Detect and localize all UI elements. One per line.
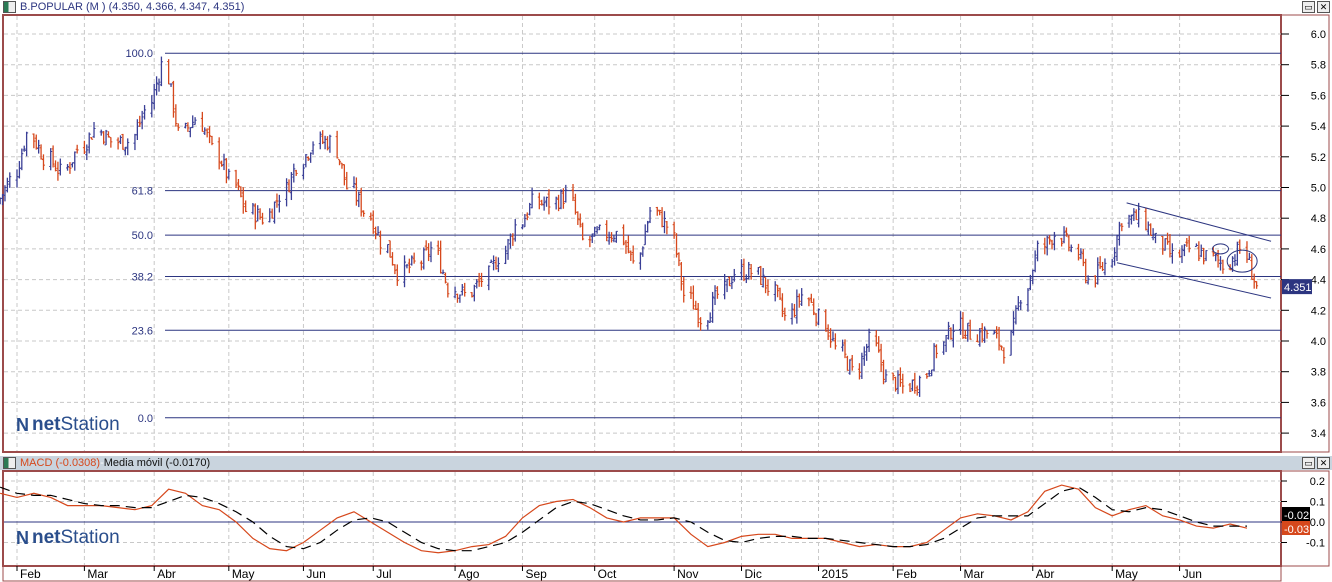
y-tick-label: -0.1: [1306, 538, 1325, 550]
x-tick-label: Feb: [20, 567, 41, 581]
trendline: [1126, 202, 1272, 242]
y-tick-label: 5.4: [1311, 121, 1326, 133]
y-tick-label: 0.0: [1310, 517, 1325, 529]
fib-level-label: 100.0: [125, 48, 153, 60]
y-tick-label: 0.1: [1310, 497, 1325, 509]
price-axis-frame: [1280, 14, 1330, 453]
y-tick-label: 6.0: [1311, 29, 1326, 41]
x-tick-label: May: [1115, 567, 1138, 581]
y-tick-label: 4.2: [1311, 305, 1326, 317]
fib-level-label: 61.8: [132, 186, 153, 198]
y-tick-label: 3.8: [1311, 367, 1326, 379]
x-tick-label: Dic: [745, 567, 762, 581]
x-tick-label: Mar: [87, 567, 108, 581]
y-tick-label: 3.6: [1311, 397, 1326, 409]
chart-window-icon: [3, 1, 16, 13]
x-tick-label: Oct: [598, 567, 617, 581]
x-tick-label: Abr: [157, 567, 176, 581]
y-tick-label: 5.8: [1311, 60, 1326, 72]
y-tick-label: 4.6: [1311, 244, 1326, 256]
time-axis-frame: [2, 565, 1282, 582]
y-tick-label: 0.2: [1310, 476, 1325, 488]
fib-level-label: 38.2: [132, 272, 153, 284]
signal-label: Media móvil (-0.0170): [103, 457, 211, 469]
trendline: [1116, 262, 1272, 299]
x-tick-label: Jun: [306, 567, 325, 581]
y-tick-label: 4.8: [1311, 213, 1326, 225]
fib-level-label: 0.0: [138, 413, 153, 425]
macd-label: MACD (-0.0308): [20, 457, 101, 469]
x-tick-label: Sep: [525, 567, 547, 581]
x-tick-label: Ago: [458, 567, 480, 581]
macd-value-badge: [1282, 521, 1310, 535]
x-tick-label: Feb: [896, 567, 917, 581]
signal-line: [0, 486, 1247, 552]
annotation-ellipse: [1226, 249, 1258, 273]
macd-value-label: -0.03: [1284, 524, 1309, 536]
last-price-badge: [1282, 279, 1312, 295]
x-tick-label: Jul: [376, 567, 391, 581]
signal-value-badge: [1282, 507, 1310, 521]
last-price-label: 4.351: [1284, 282, 1312, 294]
x-tick-label: May: [232, 567, 255, 581]
close-button[interactable]: ✕: [1317, 457, 1330, 469]
macd-titlebar: MACD (-0.0308) - Media móvil (-0.0170) ▭…: [0, 456, 1332, 470]
chart-title: B.POPULAR (M ): [20, 1, 106, 13]
signal-value-label: -0.02: [1284, 510, 1309, 522]
y-tick-label: 5.6: [1311, 90, 1326, 102]
macd-axis-frame: [1280, 470, 1330, 567]
y-tick-label: 3.4: [1311, 428, 1326, 440]
x-tick-label: Abr: [1036, 567, 1055, 581]
x-tick-label: Jun: [1183, 567, 1202, 581]
main-chart-titlebar: B.POPULAR (M ) (4.350, 4.366, 4.347, 4.3…: [0, 0, 1332, 14]
maximize-button[interactable]: ▭: [1302, 1, 1315, 13]
close-button[interactable]: ✕: [1317, 1, 1330, 13]
y-tick-label: 5.2: [1311, 152, 1326, 164]
macd-line: [0, 484, 1248, 554]
maximize-button[interactable]: ▭: [1302, 457, 1315, 469]
price-panel-frame: [2, 14, 1282, 453]
y-tick-label: 4.4: [1311, 275, 1326, 287]
y-tick-label: 4.0: [1311, 336, 1326, 348]
ohlc-readout: (4.350, 4.366, 4.347, 4.351): [108, 1, 245, 13]
annotation-ellipse: [1212, 243, 1229, 255]
x-tick-label: 2015: [822, 567, 849, 581]
x-tick-label: Mar: [964, 567, 985, 581]
fib-level-label: 50.0: [132, 230, 153, 242]
separator: -: [100, 457, 104, 469]
chart-window-icon: [3, 457, 16, 469]
x-tick-label: Nov: [677, 567, 698, 581]
fib-level-label: 23.6: [132, 325, 153, 337]
y-tick-label: 5.0: [1311, 183, 1326, 195]
